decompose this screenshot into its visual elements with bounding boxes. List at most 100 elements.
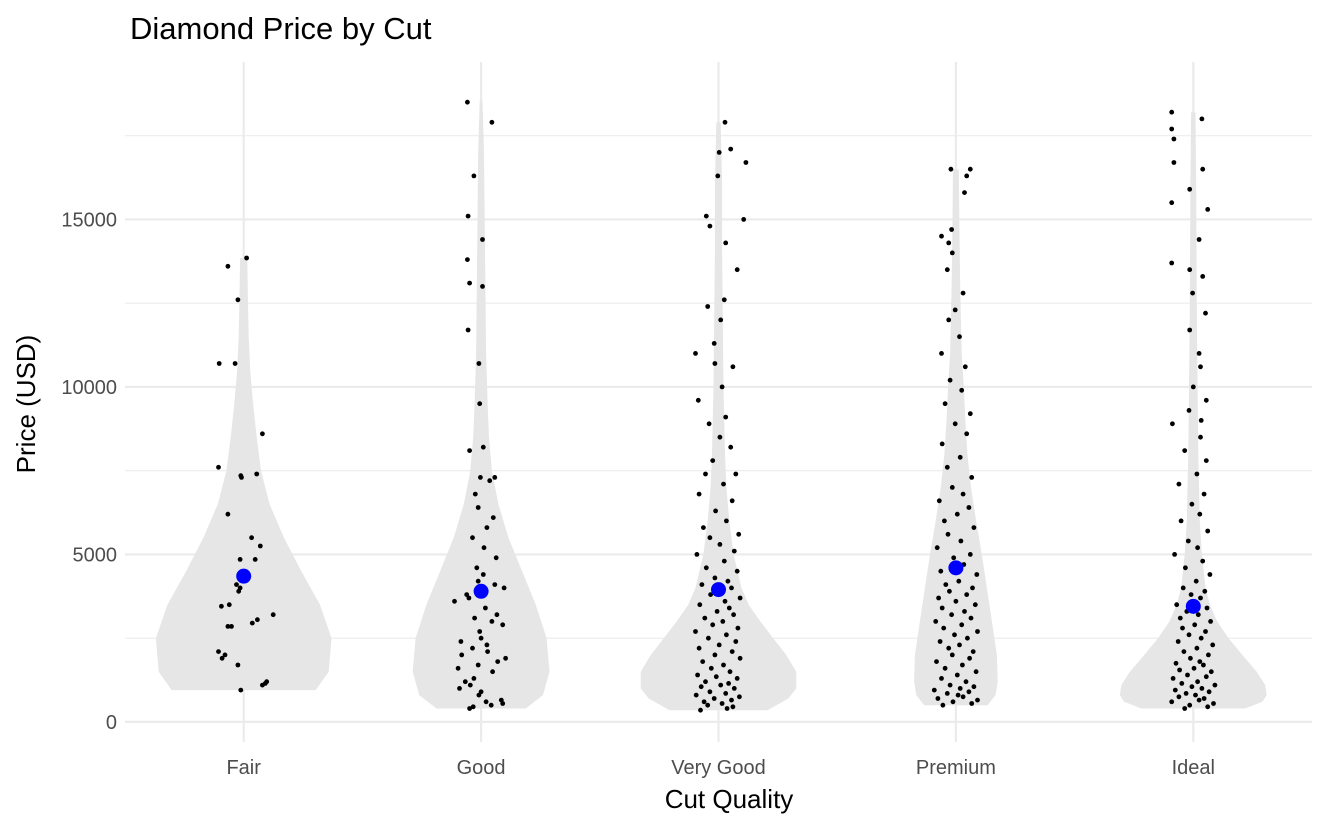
data-point: [939, 676, 944, 681]
data-point: [733, 471, 739, 477]
data-point: [1180, 585, 1186, 591]
data-point: [703, 679, 708, 685]
data-point: [726, 681, 731, 686]
data-point: [490, 515, 496, 520]
data-point: [467, 682, 473, 688]
data-point: [1198, 434, 1203, 440]
data-point: [721, 297, 727, 303]
data-point: [724, 632, 729, 638]
data-point: [238, 473, 244, 479]
data-point: [1173, 660, 1179, 666]
data-point: [270, 612, 276, 618]
data-point: [222, 652, 228, 658]
data-point: [1182, 448, 1188, 453]
data-point: [734, 676, 740, 681]
data-point: [216, 649, 221, 654]
data-point: [942, 401, 948, 407]
data-point: [962, 609, 967, 614]
data-point: [966, 689, 972, 695]
data-point: [949, 612, 954, 618]
data-point: [957, 686, 963, 691]
data-point: [464, 592, 470, 597]
data-point: [1208, 619, 1213, 624]
data-point: [962, 190, 967, 196]
data-point: [737, 595, 743, 601]
data-point: [741, 217, 747, 222]
data-point: [1210, 642, 1216, 648]
data-point: [1178, 518, 1184, 524]
data-point: [467, 706, 472, 711]
data-point: [964, 173, 970, 179]
data-point: [695, 672, 700, 678]
data-point: [951, 555, 957, 561]
data-point: [216, 464, 221, 470]
data-point: [938, 568, 944, 574]
data-point: [969, 475, 975, 480]
data-point: [737, 694, 742, 700]
data-point: [465, 99, 470, 105]
data-point: [483, 699, 489, 705]
data-point: [264, 679, 270, 685]
data-point: [947, 588, 952, 594]
data-point: [1186, 408, 1192, 413]
data-point: [737, 655, 743, 661]
data-point: [1196, 697, 1202, 703]
data-point: [452, 598, 457, 604]
data-point: [723, 414, 729, 420]
data-point: [734, 568, 740, 574]
data-point: [1189, 501, 1195, 507]
data-point: [1169, 126, 1175, 132]
data-point: [492, 475, 498, 480]
data-point: [229, 624, 234, 629]
data-point: [935, 696, 941, 701]
data-point: [459, 652, 465, 658]
data-point: [1198, 418, 1204, 423]
mean-marker: [236, 568, 252, 584]
data-point: [1205, 207, 1211, 212]
data-point: [455, 665, 461, 671]
data-point: [702, 615, 708, 621]
data-point: [1179, 681, 1185, 686]
data-point: [713, 508, 718, 514]
data-point: [717, 434, 723, 440]
data-point: [701, 699, 707, 705]
data-point: [735, 625, 741, 631]
data-point: [1203, 397, 1209, 403]
x-tick-label: Fair: [226, 757, 261, 779]
data-point: [1188, 655, 1193, 661]
data-point: [1197, 511, 1203, 517]
data-point: [947, 682, 953, 688]
data-point: [714, 609, 720, 614]
jitter-points-layer: [216, 99, 1218, 713]
data-point: [698, 707, 703, 713]
data-point: [967, 411, 973, 417]
data-point: [972, 602, 978, 608]
data-point: [730, 364, 736, 370]
data-point: [225, 511, 231, 517]
data-point: [226, 602, 232, 608]
data-point: [949, 250, 955, 256]
y-axis-ticks: 0 5000 10000 15000: [61, 209, 117, 733]
data-point: [1195, 545, 1200, 551]
data-point: [944, 691, 950, 696]
data-point: [736, 531, 742, 537]
data-point: [466, 595, 472, 601]
data-point: [934, 659, 939, 664]
data-point: [235, 297, 241, 303]
data-point: [1189, 684, 1195, 690]
data-point: [957, 334, 962, 340]
y-tick-label: 0: [106, 712, 117, 734]
data-point: [708, 592, 713, 597]
data-point: [716, 150, 722, 155]
data-point: [498, 697, 504, 703]
mean-marker: [948, 560, 964, 576]
data-point: [467, 280, 472, 286]
data-point: [1170, 421, 1175, 427]
data-point: [936, 498, 942, 504]
data-point: [731, 612, 736, 618]
data-point: [693, 629, 698, 634]
data-point: [478, 475, 483, 480]
data-point: [970, 585, 975, 591]
data-point: [712, 652, 718, 658]
data-point: [1206, 652, 1211, 658]
